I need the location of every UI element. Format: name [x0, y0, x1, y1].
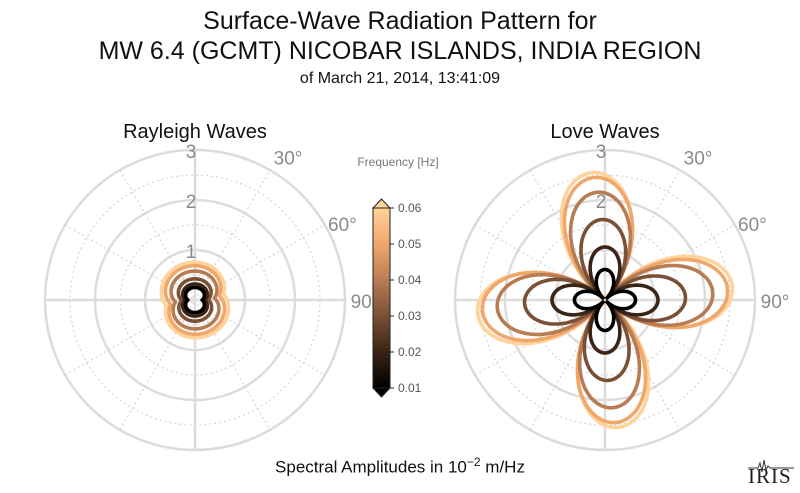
- colorbar-tick-label: 0.03: [398, 309, 422, 323]
- colorbar-max-extension: [371, 198, 392, 209]
- colorbar-tick-label: 0.04: [398, 273, 422, 287]
- logo-text: IRIS: [748, 464, 792, 488]
- pattern-line: [163, 263, 227, 337]
- colorbar-tick-label: 0.01: [398, 381, 422, 395]
- caption-exponent: −2: [466, 455, 481, 469]
- angle-tick-label: 90°: [351, 292, 380, 313]
- radial-tick-label: 1: [186, 242, 197, 263]
- pattern-line: [169, 269, 221, 331]
- frequency-colorbar: 0.06 0.05 0.04 0.03 0.02 0.01 Frequency [Hz]: [357, 155, 439, 398]
- pattern-line: [159, 260, 231, 340]
- pattern-line: [176, 277, 214, 323]
- seismogram-trace-icon: [748, 459, 794, 473]
- iris-logo: IRIS: [746, 454, 796, 488]
- angle-tick-label: 60°: [328, 215, 357, 236]
- rayleigh-panel: 1 2 3 30° 60° 90° Rayleigh Waves: [43, 121, 380, 452]
- pattern-line: [550, 245, 660, 355]
- radial-tick-label: 2: [596, 192, 607, 213]
- amplitude-units-caption: Spectral Amplitudes in 10−2 m/Hz: [0, 455, 800, 478]
- angle-tick-label: 30°: [274, 149, 303, 170]
- colorbar-label: Frequency [Hz]: [357, 155, 438, 169]
- angle-tick-label: 60°: [738, 215, 767, 236]
- colorbar-tick-label: 0.06: [398, 201, 422, 215]
- title-line-2: MW 6.4 (GCMT) NICOBAR ISLANDS, INDIA REG…: [98, 37, 702, 65]
- pattern-line: [522, 217, 688, 383]
- colorbar-gradient: [373, 208, 390, 388]
- pattern-line: [181, 282, 209, 318]
- title-date: of March 21, 2014, 13:41:09: [299, 70, 501, 87]
- panel-title: Rayleigh Waves: [123, 121, 267, 143]
- title-line-1: Surface-Wave Radiation Pattern for: [203, 7, 597, 35]
- radial-tick-label: 3: [596, 142, 607, 163]
- colorbar-tick-label: 0.02: [398, 345, 422, 359]
- angle-tick-label: 90°: [761, 292, 790, 313]
- panel-title: Love Waves: [550, 121, 659, 143]
- radial-tick-label: 2: [186, 192, 197, 213]
- colorbar-tick-label: 0.05: [398, 237, 422, 251]
- radial-tick-label: 3: [186, 142, 197, 163]
- colorbar-frame: [372, 207, 391, 389]
- pattern-line: [183, 285, 207, 315]
- pattern-line: [572, 267, 638, 333]
- colorbar-min-extension: [371, 387, 392, 398]
- caption-prefix: Spectral Amplitudes in 10: [275, 457, 467, 477]
- figure-title: Surface-Wave Radiation Pattern for MW 6.…: [0, 6, 800, 90]
- caption-unit: m/Hz: [480, 457, 525, 477]
- angle-tick-label: 30°: [684, 149, 713, 170]
- love-panel: 2 3 30° 60° 90° Love Waves: [453, 121, 790, 452]
